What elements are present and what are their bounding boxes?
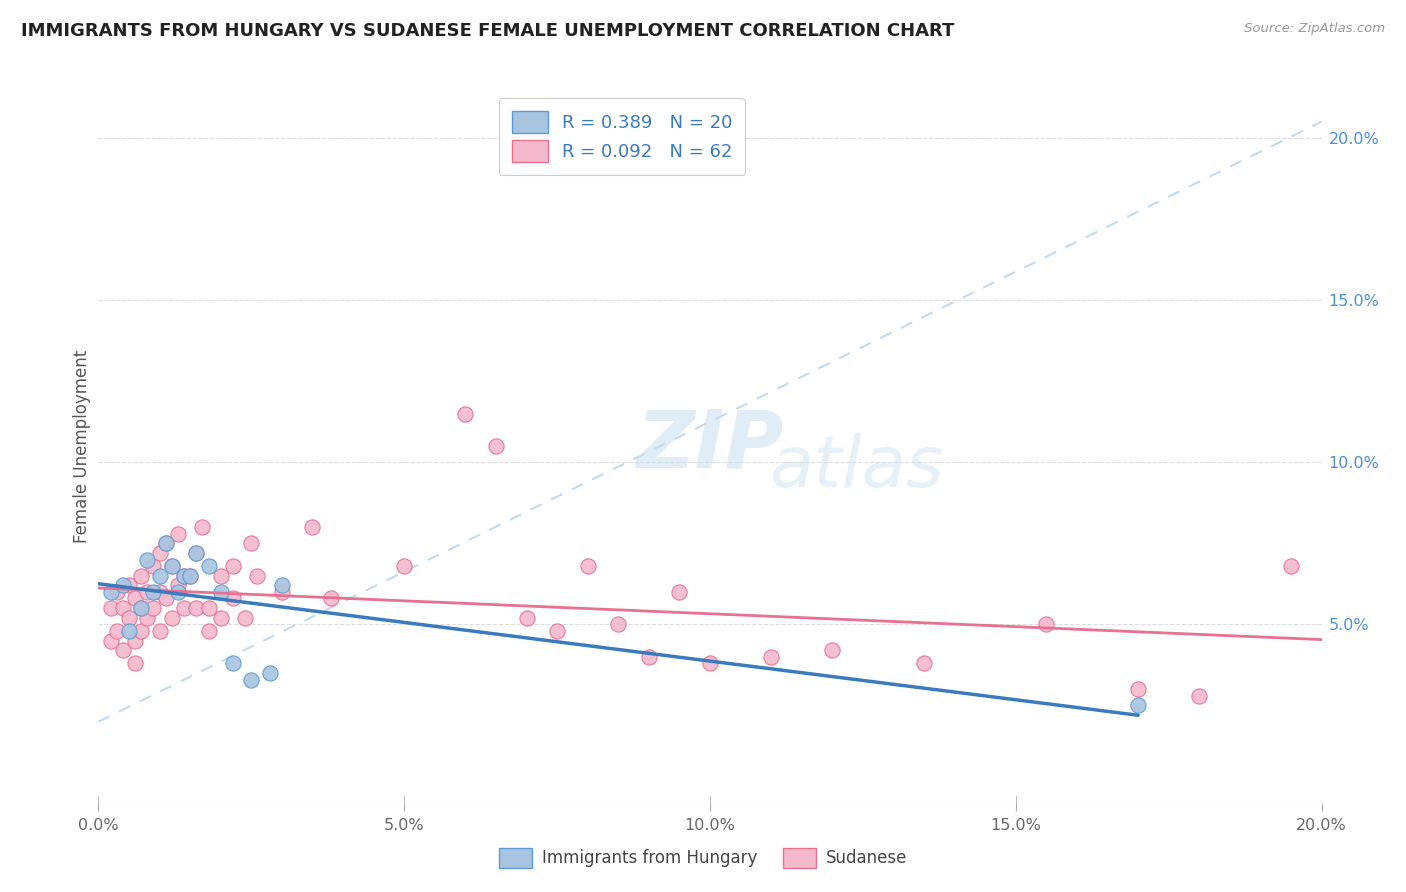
Point — [186, 546, 208, 560]
Point — [118, 578, 141, 592]
Point — [197, 559, 219, 574]
Point — [173, 568, 195, 582]
Point — [129, 624, 152, 638]
Point — [129, 601, 152, 615]
Legend: Immigrants from Hungary, Sudanese: Immigrants from Hungary, Sudanese — [492, 841, 914, 875]
Text: IMMIGRANTS FROM HUNGARY VS SUDANESE FEMALE UNEMPLOYMENT CORRELATION CHART: IMMIGRANTS FROM HUNGARY VS SUDANESE FEMA… — [21, 22, 955, 40]
Legend: R = 0.389   N = 20, R = 0.092   N = 62: R = 0.389 N = 20, R = 0.092 N = 62 — [499, 98, 745, 175]
Point — [301, 520, 323, 534]
Point — [270, 585, 292, 599]
Point — [160, 611, 183, 625]
Point — [167, 585, 190, 599]
Point — [155, 536, 177, 550]
Point — [222, 657, 245, 671]
Point — [129, 601, 152, 615]
Point — [240, 673, 263, 687]
Point — [546, 624, 568, 638]
Point — [100, 585, 122, 599]
Point — [155, 591, 177, 606]
Point — [100, 601, 122, 615]
Point — [105, 624, 128, 638]
Point — [197, 601, 219, 615]
Y-axis label: Female Unemployment: Female Unemployment — [73, 350, 91, 542]
Point — [186, 601, 208, 615]
Point — [111, 601, 134, 615]
Point — [100, 633, 122, 648]
Point — [167, 578, 190, 592]
Point — [124, 591, 146, 606]
Point — [142, 601, 165, 615]
Point — [668, 585, 690, 599]
Point — [1128, 698, 1150, 713]
Point — [699, 657, 721, 671]
Point — [191, 520, 214, 534]
Point — [136, 552, 159, 566]
Point — [576, 559, 599, 574]
Point — [186, 546, 208, 560]
Text: atlas: atlas — [769, 433, 943, 502]
Point — [149, 585, 172, 599]
Point — [270, 578, 292, 592]
Point — [149, 624, 172, 638]
Text: Source: ZipAtlas.com: Source: ZipAtlas.com — [1244, 22, 1385, 36]
Point — [179, 568, 201, 582]
Point — [637, 649, 661, 664]
Point — [607, 617, 630, 632]
Point — [821, 643, 844, 657]
Point — [240, 536, 263, 550]
Point — [1188, 689, 1211, 703]
Point — [1035, 617, 1057, 632]
Point — [149, 546, 172, 560]
Point — [136, 611, 159, 625]
Point — [136, 585, 159, 599]
Point — [173, 568, 195, 582]
Point — [759, 649, 782, 664]
Point — [246, 568, 269, 582]
Text: ZIP: ZIP — [637, 407, 783, 485]
Point — [222, 591, 245, 606]
Point — [155, 536, 177, 550]
Point — [118, 624, 141, 638]
Point — [259, 666, 281, 681]
Point — [209, 568, 232, 582]
Point — [179, 568, 201, 582]
Point — [209, 585, 232, 599]
Point — [111, 578, 134, 592]
Point — [167, 526, 190, 541]
Point — [149, 568, 172, 582]
Point — [319, 591, 342, 606]
Point — [392, 559, 416, 574]
Point — [233, 611, 256, 625]
Point — [160, 559, 183, 574]
Point — [142, 559, 165, 574]
Point — [129, 568, 152, 582]
Point — [209, 611, 232, 625]
Point — [111, 643, 134, 657]
Point — [173, 601, 195, 615]
Point — [124, 633, 146, 648]
Point — [516, 611, 538, 625]
Point — [160, 559, 183, 574]
Point — [485, 439, 508, 453]
Point — [222, 559, 245, 574]
Point — [1128, 682, 1150, 697]
Point — [105, 585, 128, 599]
Point — [197, 624, 219, 638]
Point — [1279, 559, 1302, 574]
Point — [118, 611, 141, 625]
Point — [142, 585, 165, 599]
Point — [454, 407, 477, 421]
Point — [912, 657, 935, 671]
Point — [124, 657, 146, 671]
